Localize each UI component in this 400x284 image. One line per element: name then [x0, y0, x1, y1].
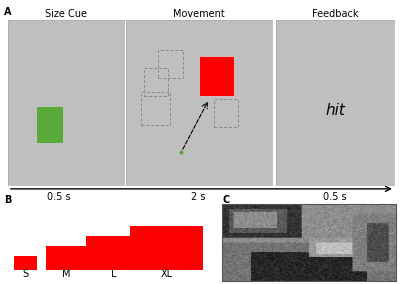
Text: 2 s: 2 s: [191, 192, 205, 202]
Bar: [37, 107, 62, 143]
Text: hit: hit: [325, 103, 345, 118]
Bar: [141, 92, 170, 125]
Title: Size Cue: Size Cue: [45, 9, 87, 19]
Text: B: B: [4, 195, 11, 204]
Title: Feedback: Feedback: [312, 9, 358, 19]
Bar: [144, 68, 168, 96]
Text: L: L: [111, 269, 117, 279]
Text: 0.5 s: 0.5 s: [323, 192, 347, 202]
Text: XL: XL: [160, 269, 172, 279]
Bar: [214, 99, 238, 127]
Bar: [86, 236, 142, 270]
Bar: [130, 226, 203, 270]
Bar: [14, 256, 37, 270]
Text: 0.5 s: 0.5 s: [47, 192, 71, 202]
Text: C: C: [222, 195, 229, 204]
Bar: [158, 49, 183, 78]
Title: Movement: Movement: [173, 9, 225, 19]
Bar: [46, 246, 86, 270]
Bar: [199, 56, 234, 96]
Text: A: A: [4, 7, 12, 17]
Text: S: S: [22, 269, 28, 279]
Text: M: M: [62, 269, 70, 279]
